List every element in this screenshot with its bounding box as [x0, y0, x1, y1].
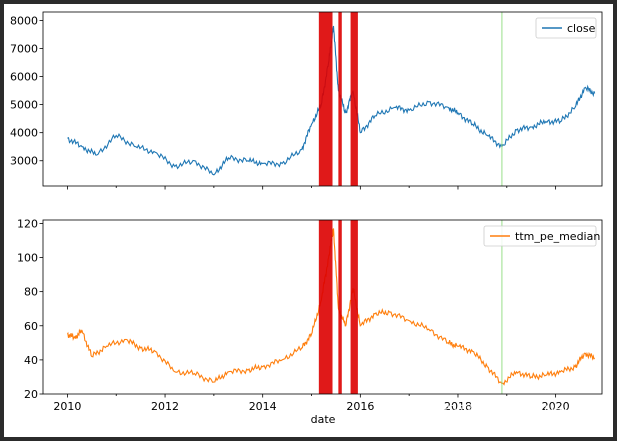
chart-figure: 3000 4000 5000 6000 7000 8000 close 20 40 60 80 10… [10, 11, 603, 426]
legend: ttm_pe_median [483, 225, 600, 247]
legend: close [535, 17, 597, 39]
x-tick-label: 2016 [346, 400, 374, 413]
y-tick-label: 3000 [10, 155, 38, 168]
legend-label: ttm_pe_median [515, 230, 600, 243]
watermark: 知乎 @Keep Walking [441, 402, 602, 421]
x-tick-label: 2014 [249, 400, 277, 413]
y-tick-label: 40 [24, 354, 38, 367]
y-tick-label: 100 [17, 252, 38, 265]
series-line-ttm_pe_median [66, 228, 596, 386]
highlight-span-1 [318, 12, 333, 186]
y-tick-label: 120 [17, 217, 38, 230]
x-tick-label: 2010 [53, 400, 81, 413]
legend-label: close [567, 22, 596, 35]
axes-frame [42, 219, 603, 395]
y-tick-label: 20 [24, 388, 38, 401]
y-tick-label: 80 [24, 286, 38, 299]
y-tick-label: 5000 [10, 99, 38, 112]
highlight-span-2 [338, 12, 342, 186]
figure: 3000 4000 5000 6000 7000 8000 close 20 40 60 80 10… [4, 4, 613, 437]
legend-box [535, 17, 597, 39]
y-tick-label: 4000 [10, 127, 38, 140]
highlight-span-3 [350, 220, 358, 394]
highlight-span-1 [318, 220, 333, 394]
highlight-span-2 [338, 220, 342, 394]
y-tick-label: 60 [24, 320, 38, 333]
plot-area [67, 12, 596, 186]
x-axis-label: date [311, 413, 336, 426]
y-tick-label: 6000 [10, 71, 38, 84]
y-tick-label: 8000 [10, 14, 38, 27]
series-line-close [67, 25, 596, 176]
highlight-span-3 [350, 12, 358, 186]
axes-frame [42, 11, 603, 187]
y-tick-label: 7000 [10, 42, 38, 55]
close-chart: 3000 4000 5000 6000 7000 8000 close [10, 11, 603, 190]
x-tick-label: 2018 [444, 400, 472, 413]
ttm-pe-median-chart: 20 40 60 80 100 120 2010 2012 2014 2016 2018 2020 tt… [17, 217, 603, 413]
x-tick-label: 2020 [542, 400, 570, 413]
legend-box [483, 225, 597, 247]
plot-area [66, 220, 596, 394]
x-tick-label: 2012 [151, 400, 179, 413]
